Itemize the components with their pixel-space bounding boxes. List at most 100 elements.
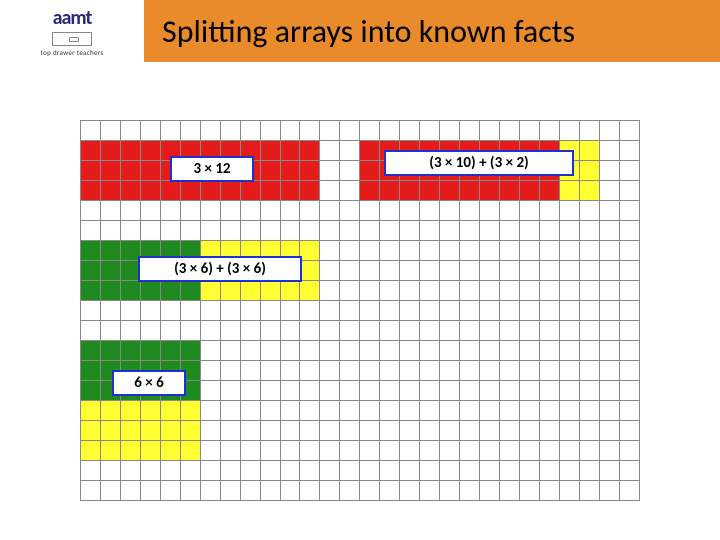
grid-cell [460, 241, 480, 261]
grid-cell [440, 421, 460, 441]
grid-cell [559, 121, 579, 141]
grid-cell [619, 381, 639, 401]
grid-cell [360, 461, 380, 481]
grid-cell [619, 341, 639, 361]
grid-cell [440, 381, 460, 401]
grid-cell [240, 361, 260, 381]
grid-cell [340, 481, 360, 501]
grid-cell [440, 241, 460, 261]
grid-cell [480, 361, 500, 381]
grid-cell [599, 161, 619, 181]
grid-cell [579, 401, 599, 421]
grid-cell [480, 261, 500, 281]
grid-cell [539, 201, 559, 221]
grid-cell [599, 301, 619, 321]
grid-cell [519, 181, 539, 201]
drawer-icon [52, 32, 92, 46]
grid-cell [360, 481, 380, 501]
grid-cell [100, 441, 120, 461]
grid-cell [140, 281, 160, 301]
grid-cell [200, 461, 220, 481]
grid-cell [420, 181, 440, 201]
grid-cell [480, 301, 500, 321]
grid-cell [340, 301, 360, 321]
grid-cell [440, 261, 460, 281]
grid-cell [100, 421, 120, 441]
grid-cell [100, 161, 120, 181]
grid-cell [300, 141, 320, 161]
grid-cell [380, 421, 400, 441]
grid-cell [100, 281, 120, 301]
grid-cell [579, 241, 599, 261]
grid-cell [140, 161, 160, 181]
grid-cell [559, 461, 579, 481]
grid-cell [500, 361, 520, 381]
grid-cell [619, 201, 639, 221]
grid-cell [100, 241, 120, 261]
grid-cell [519, 341, 539, 361]
grid-cell [519, 121, 539, 141]
grid-cell [220, 341, 240, 361]
grid-cell [360, 321, 380, 341]
grid-cell [100, 481, 120, 501]
grid-cell [260, 321, 280, 341]
grid-cell [81, 141, 101, 161]
grid-cell [300, 341, 320, 361]
grid-cell [100, 261, 120, 281]
grid-cell [220, 421, 240, 441]
grid-cell [160, 421, 180, 441]
grid-cell [240, 221, 260, 241]
grid-cell [180, 421, 200, 441]
grid-cell [400, 381, 420, 401]
grid-cell [320, 161, 340, 181]
grid-cell [420, 221, 440, 241]
grid-cell [360, 381, 380, 401]
grid-cell [180, 321, 200, 341]
grid-cell [300, 461, 320, 481]
grid-cell [81, 281, 101, 301]
grid-cell [400, 401, 420, 421]
grid-cell [599, 281, 619, 301]
grid-cell [599, 201, 619, 221]
header-bar: aamt top drawer teachers Splitting array… [0, 0, 720, 62]
grid-cell [81, 381, 101, 401]
grid-cell [579, 481, 599, 501]
grid-cell [500, 441, 520, 461]
grid-cell [460, 421, 480, 441]
grid-cell [140, 141, 160, 161]
grid-cell [100, 341, 120, 361]
grid-cell [260, 121, 280, 141]
grid-cell [480, 201, 500, 221]
grid-cell [599, 261, 619, 281]
grid-cell [260, 381, 280, 401]
grid-cell [340, 221, 360, 241]
grid-area: 3 × 12(3 × 10) + (3 × 2)(3 × 6) + (3 × 6… [80, 120, 640, 500]
grid-cell [380, 201, 400, 221]
grid-cell [400, 461, 420, 481]
grid-cell [120, 201, 140, 221]
grid-cell [599, 441, 619, 461]
grid-cell [260, 441, 280, 461]
grid-cell [420, 301, 440, 321]
grid-cell [340, 161, 360, 181]
grid-cell [200, 281, 220, 301]
grid [80, 120, 640, 501]
grid-cell [81, 361, 101, 381]
grid-cell [619, 461, 639, 481]
grid-cell [260, 401, 280, 421]
grid-cell [81, 401, 101, 421]
grid-cell [300, 241, 320, 261]
grid-cell [460, 221, 480, 241]
grid-cell [460, 461, 480, 481]
grid-cell [240, 401, 260, 421]
grid-cell [420, 401, 440, 421]
grid-cell [260, 481, 280, 501]
grid-cell [400, 201, 420, 221]
grid-cell [420, 461, 440, 481]
grid-cell [300, 401, 320, 421]
grid-cell [300, 161, 320, 181]
grid-cell [120, 301, 140, 321]
grid-cell [559, 321, 579, 341]
grid-cell [500, 421, 520, 441]
grid-cell [619, 241, 639, 261]
